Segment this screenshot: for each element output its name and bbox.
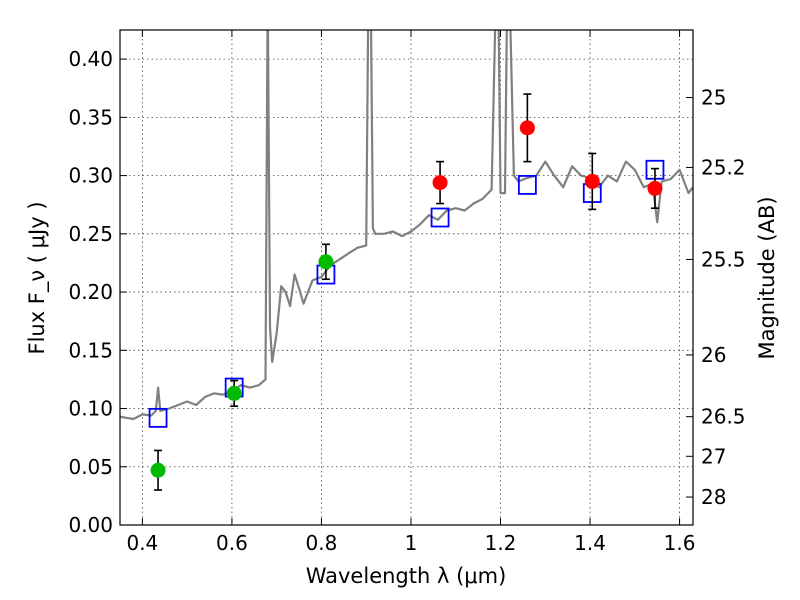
grid-lines [120,30,693,526]
y-tick-label: 0.30 [68,164,113,188]
green-photometry-point [226,385,242,401]
y-tick-label: 0.20 [68,280,113,304]
right-y-tick-label: 28 [701,485,726,509]
right-y-tick-label: 26 [701,343,726,367]
x-tick-label: 1.6 [664,531,696,555]
y-tick-label: 0.00 [68,513,113,537]
x-tick-label: 1.4 [574,531,606,555]
right-y-tick-label: 27 [701,444,726,468]
y-tick-label: 0.35 [68,105,113,129]
green-photometry-point [150,462,166,478]
y-tick-label: 0.25 [68,222,113,246]
y-tick-label: 0.10 [68,397,113,421]
red-photometry-point [584,173,600,189]
axes: 0.4 0.6 0.8 1 1.2 1.4 1.6 0.00 0.05 0.10 0.15 0.20 0… [68,30,746,555]
model-box [430,207,450,228]
right-y-tick-label: 25.2 [701,155,746,179]
y-axis-label: Flux F_ν ( μJy ) [25,201,50,354]
x-tick-label: 0.6 [216,531,248,555]
plot-frame [119,29,694,526]
x-tick-label: 1 [405,531,418,555]
right-y-tick-label: 26.5 [701,405,746,429]
y-tick-label: 0.05 [68,455,113,479]
y-tick-label: 0.15 [68,338,113,362]
right-y-tick-label: 25.5 [701,247,746,271]
x-tick-label: 0.4 [126,531,158,555]
red-photometry-point [519,120,535,136]
template-spectrum-line [120,30,693,421]
red-photometry-point [647,180,663,196]
red-photometry-point [432,175,448,191]
y-tick-label: 0.40 [68,47,113,71]
green-photometry-point [318,254,334,270]
model-box [517,175,537,195]
model-box [148,407,168,428]
right-y-tick-label: 25 [701,86,726,110]
x-tick-label: 0.8 [306,531,338,555]
x-axis-label: Wavelength λ (μm) [306,564,507,588]
data-layer [120,30,693,491]
x-tick-label: 1.2 [485,531,517,555]
right-y-axis-label: Magnitude (AB) [755,196,779,359]
